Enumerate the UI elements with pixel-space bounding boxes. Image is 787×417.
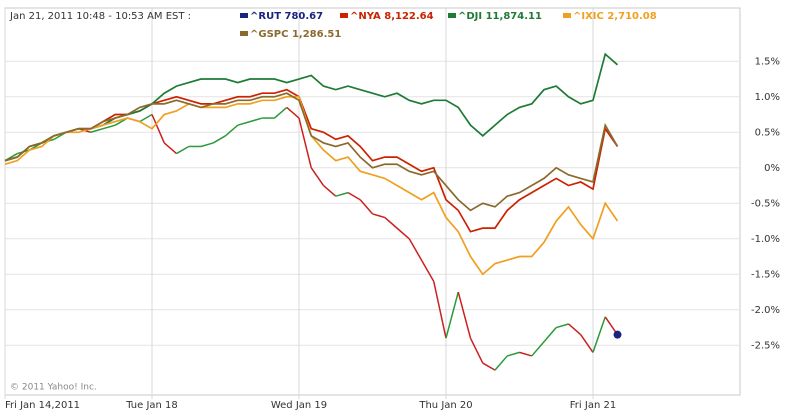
x-tick-label: Wed Jan 19 — [271, 400, 327, 411]
line-segment — [323, 184, 337, 197]
legend-label: ^NYA 8,122.64 — [350, 11, 434, 22]
legend-label: ^IXIC 2,710.08 — [573, 11, 657, 22]
y-tick-label: -2.0% — [751, 305, 780, 316]
line-segment — [519, 351, 532, 357]
y-tick-label: 1.0% — [755, 92, 780, 103]
line-segment — [90, 127, 104, 133]
line-segment — [200, 142, 214, 148]
line-segment — [372, 213, 385, 219]
line-segment — [212, 135, 226, 144]
line-segment — [163, 142, 177, 155]
series-line — [4, 92, 619, 212]
x-tick-label: Thu Jan 20 — [418, 400, 472, 411]
line-segment — [176, 145, 190, 155]
grid: -2.5% -2.0% -1.5% -1.0% -0.5% 0% 0.5% 1.0% 1.5% F… — [4, 8, 780, 411]
y-tick-label: 0.5% — [755, 127, 780, 138]
legend-label: ^DJI 11,874.11 — [458, 11, 542, 22]
y-tick-label: -1.0% — [751, 234, 780, 245]
line-segment — [433, 281, 447, 339]
line-segment — [335, 191, 349, 197]
line-segment — [384, 216, 398, 229]
line-segment — [274, 106, 288, 119]
line-segment — [347, 191, 361, 201]
series-line — [4, 52, 619, 162]
line-segment — [543, 327, 557, 343]
line-segment — [482, 362, 496, 371]
line-segment — [139, 113, 153, 123]
line-segment — [592, 316, 606, 353]
line-segment — [420, 259, 435, 282]
line-segment — [310, 167, 325, 186]
series-line — [4, 88, 619, 233]
line-segment — [408, 238, 423, 261]
plot-frame — [4, 7, 741, 396]
legend-label: ^GSPC 1,286.51 — [250, 29, 341, 40]
lines — [4, 52, 622, 371]
line-segment — [237, 120, 251, 126]
y-tick-label: -2.5% — [751, 340, 780, 351]
legend-swatch — [448, 13, 456, 18]
y-tick-label: 1.5% — [755, 56, 780, 67]
line-segment — [457, 291, 472, 339]
line-segment — [469, 337, 484, 364]
legend-swatch — [240, 13, 248, 18]
copyright: © 2011 Yahoo! Inc. — [10, 383, 97, 393]
chart-title: Jan 21, 2011 10:48 - 10:53 AM EST : — [9, 11, 191, 22]
legend-swatch — [240, 31, 248, 36]
end-marker — [613, 330, 622, 339]
line-segment — [494, 355, 508, 371]
line-segment — [580, 334, 594, 353]
line-segment — [298, 117, 312, 168]
line-segment — [396, 227, 410, 240]
legend-swatch — [340, 13, 348, 18]
line-segment — [568, 323, 582, 336]
line-segment — [556, 323, 569, 329]
line-segment — [102, 124, 116, 130]
legend-swatch — [563, 13, 571, 18]
legend: ^RUT 780.67 ^NYA 8,122.64 ^DJI 11,874.11 ^I… — [240, 11, 657, 40]
legend-label: ^RUT 780.67 — [250, 11, 323, 22]
line-segment — [507, 351, 520, 357]
x-tick-label: Tue Jan 18 — [125, 400, 178, 411]
line-segment — [225, 124, 239, 137]
y-tick-label: -1.5% — [751, 269, 780, 280]
line-segment — [286, 106, 300, 119]
x-tick-label: Fri Jan 21 — [570, 400, 616, 411]
line-segment — [151, 114, 165, 144]
line-segment — [445, 291, 459, 339]
x-tick-label: Fri Jan 14,2011 — [5, 400, 80, 411]
y-tick-label: 0% — [764, 163, 780, 174]
line-segment — [249, 117, 263, 123]
y-tick-label: -0.5% — [751, 198, 780, 209]
line-segment — [359, 199, 374, 215]
line-segment — [531, 341, 545, 357]
